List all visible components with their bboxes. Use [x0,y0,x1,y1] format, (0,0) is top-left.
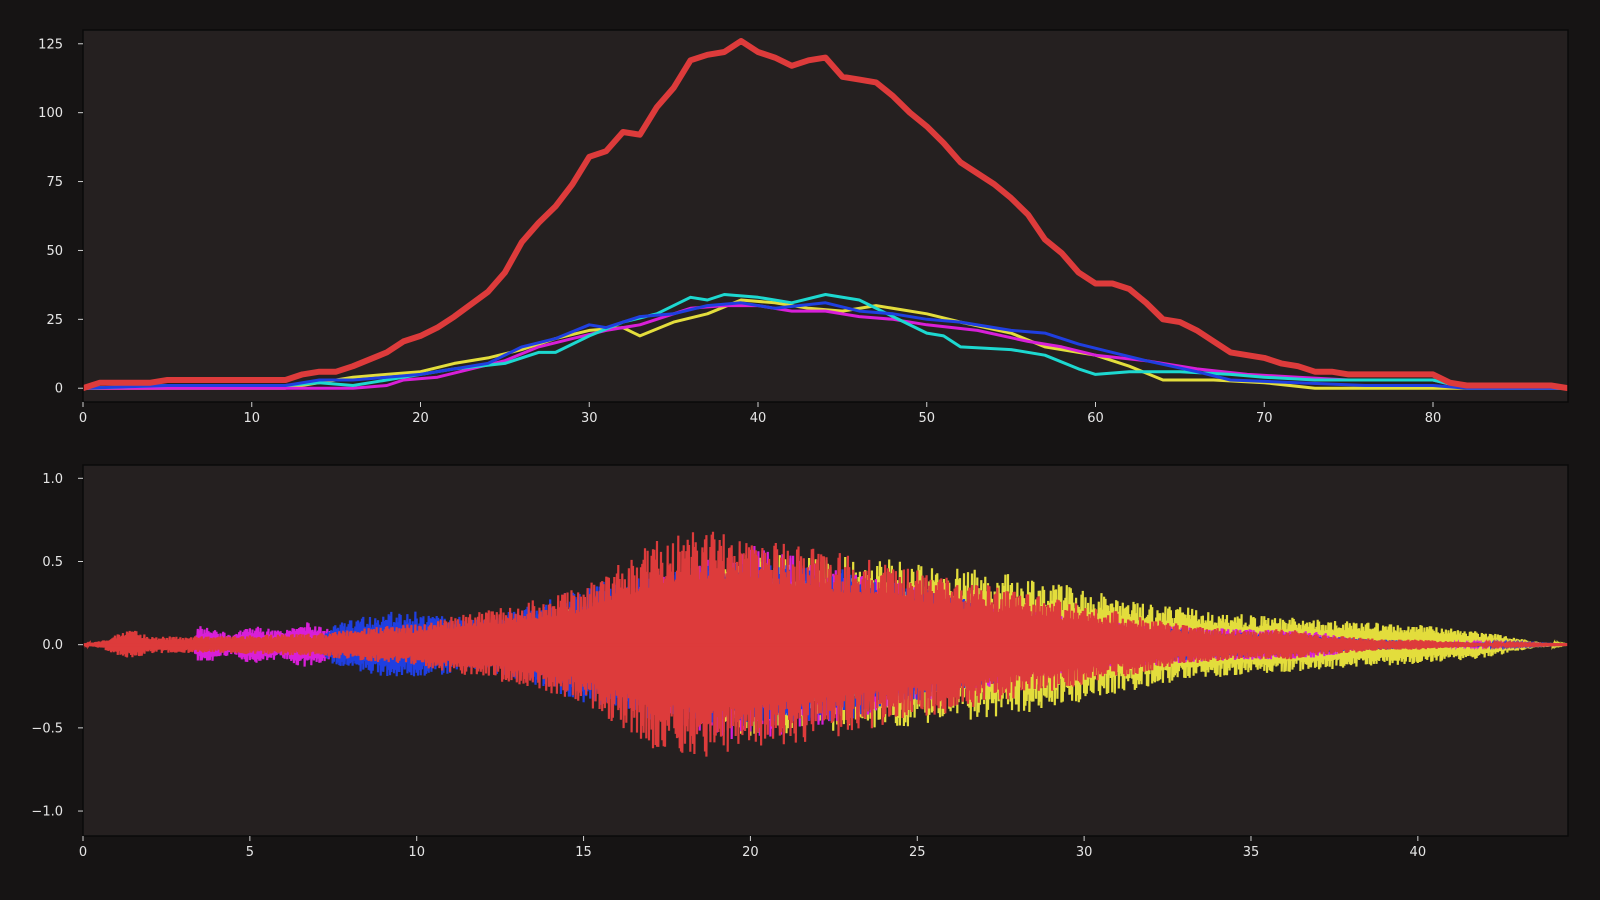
x-tick-label: 35 [1243,845,1260,860]
x-tick-label: 10 [243,411,260,426]
x-tick-label: 10 [408,845,425,860]
x-tick-label: 80 [1425,411,1442,426]
x-tick-label: 70 [1256,411,1273,426]
x-tick-label: 15 [575,845,592,860]
y-tick-label: 75 [46,175,63,190]
plot-area [83,30,1568,402]
x-tick-label: 30 [1076,845,1093,860]
series-line-4 [83,301,1568,390]
x-tick-label: 20 [412,411,429,426]
x-tick-label: 0 [79,411,87,426]
x-tick-label: 60 [1087,411,1104,426]
x-tick-label: 40 [1410,845,1427,860]
y-tick-label: 0.5 [42,555,63,570]
x-tick-label: 50 [918,411,935,426]
chart-panel-2: 0 5 10 15 20 25 30 35 40 −1.0 −0.5 0.0 0.5 1.0 [31,464,1569,860]
y-tick-label: 125 [38,37,63,52]
plot-frame [82,29,1569,403]
y-tick-label: 50 [46,244,63,259]
series-line-1 [83,298,1568,390]
y-tick-label: 0 [55,382,63,397]
y-tick-label: 25 [46,313,63,328]
x-tick-label: 30 [581,411,598,426]
x-tick-label: 0 [79,845,87,860]
y-tick-label: 100 [38,106,63,121]
chart-panel-1: 0 10 20 30 40 50 60 70 80 0 25 50 75 100 125 [38,29,1569,426]
x-tick-label: 5 [246,845,254,860]
y-tick-label: −1.0 [31,805,63,820]
y-tick-label: −0.5 [31,721,63,736]
plot-frame [82,464,1569,837]
y-tick-label: 1.0 [42,472,63,487]
plot-series [83,38,1568,392]
x-tick-label: 40 [750,411,767,426]
series-line-3 [83,293,1568,390]
x-tick-label: 25 [909,845,926,860]
y-tick-label: 0.0 [42,638,63,653]
series-line-5 [83,38,1568,392]
x-tick-label: 20 [742,845,759,860]
plot-series [83,531,1568,757]
